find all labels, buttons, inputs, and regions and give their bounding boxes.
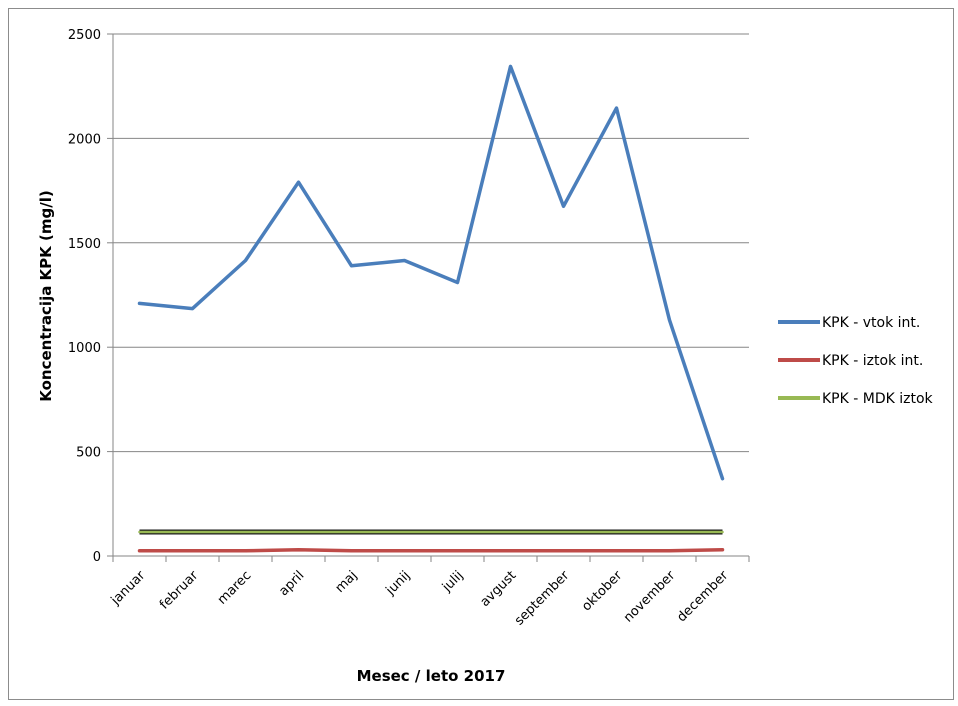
x-axis-ticks: januar februar marec april maj junij julij avgu… [108, 568, 732, 629]
x-tick-label: april [276, 568, 307, 599]
y-tick-label: 1500 [68, 237, 101, 252]
x-tick-label: januar [108, 568, 149, 609]
y-tick-label: 1000 [68, 341, 101, 356]
series-line [137, 547, 725, 553]
gridlines [113, 33, 749, 453]
legend-label: KPK - MDK iztok [822, 391, 934, 407]
y-tick-label: 500 [76, 446, 101, 461]
chart-frame [8, 8, 954, 700]
y-tick-label: 2500 [68, 28, 101, 43]
y-axis-title: Koncentracija KPK (mg/l) [37, 190, 55, 401]
y-tick-label: 2000 [68, 132, 101, 147]
y-tick-label: 0 [93, 550, 101, 565]
legend-label: KPK - iztok int. [822, 353, 923, 369]
legend: KPK - vtok int. KPK - iztok int. KPK - MDK… [778, 315, 934, 407]
x-tick-label: julij [439, 568, 466, 595]
x-tick-label: avgust [478, 568, 520, 610]
x-tick-label: junij [383, 568, 414, 599]
x-tick-label: marec [215, 568, 254, 607]
x-tick-label: september [512, 568, 573, 629]
axes [107, 33, 750, 562]
y-axis-ticks: 0 500 1000 1500 2000 2500 [68, 28, 101, 565]
legend-label: KPK - vtok int. [822, 315, 920, 331]
x-tick-label: november [621, 568, 679, 626]
x-tick-label: december [674, 568, 731, 625]
x-tick-label: maj [333, 568, 361, 596]
series-line [137, 64, 725, 481]
series-lines [137, 64, 725, 553]
x-tick-label: oktober [579, 568, 626, 615]
x-tick-label: februar [157, 568, 202, 613]
x-axis-title: Mesec / leto 2017 [357, 667, 506, 685]
